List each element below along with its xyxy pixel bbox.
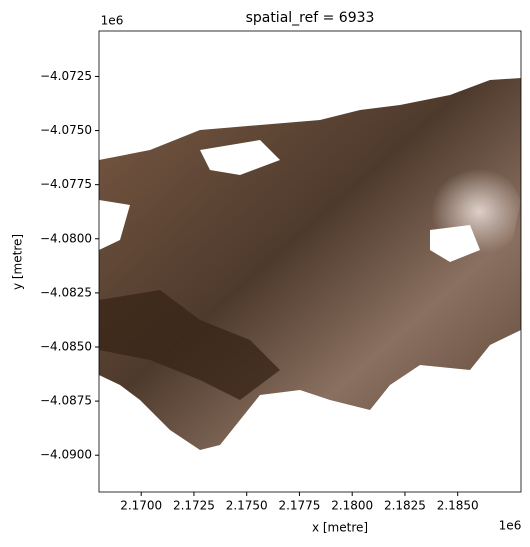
x-axis-label: x [metre] — [312, 521, 368, 535]
y-tick-label: −4.0800 — [40, 231, 92, 245]
x-tick-label: 2.1800 — [331, 499, 373, 513]
x-tick-label: 2.1850 — [437, 499, 479, 513]
chart-title: spatial_ref = 6933 — [246, 10, 375, 26]
y-tick-label: −4.0725 — [40, 69, 92, 83]
y-tick-label: −4.0775 — [40, 177, 92, 191]
y-axis-label: y [metre] — [11, 234, 25, 290]
y-tick-label: −4.0875 — [40, 394, 92, 408]
satellite-image — [99, 78, 521, 450]
x-tick-label: 2.1700 — [120, 499, 162, 513]
y-offset: 1e6 — [101, 14, 124, 28]
plot-frame — [98, 30, 522, 493]
x-offset: 1e6 — [499, 519, 522, 533]
x-tick-label: 2.1825 — [384, 499, 426, 513]
y-tick-label: −4.0825 — [40, 285, 92, 299]
x-tick-label: 2.1725 — [173, 499, 215, 513]
x-tick-label: 2.1775 — [278, 499, 320, 513]
y-tick-label: −4.0850 — [40, 339, 92, 353]
y-tick-label: −4.0900 — [40, 448, 92, 462]
x-tick-label: 2.1750 — [226, 499, 268, 513]
y-tick-label: −4.0750 — [40, 123, 92, 137]
